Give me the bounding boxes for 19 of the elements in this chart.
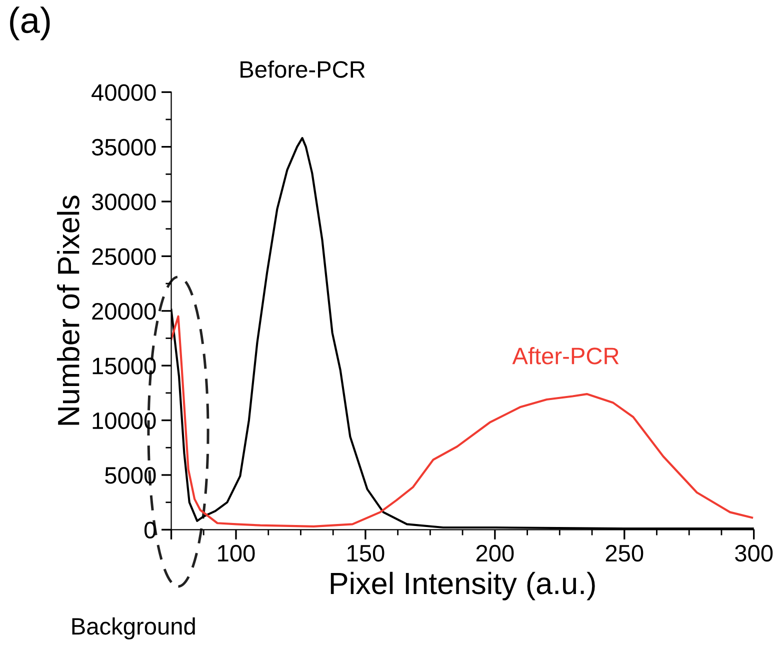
x-tick-label: 150 (348, 544, 384, 562)
y-tick-label: 15000 (92, 358, 156, 374)
y-tick-label: 40000 (92, 84, 156, 101)
text: Background (72, 617, 195, 640)
y-tick-label: 35000 (92, 138, 156, 156)
line-series (171, 315, 754, 528)
x-tick-label: 250 (606, 544, 644, 562)
y-tick-label: 25000 (92, 248, 156, 265)
text: (a) (10, 6, 50, 40)
text: Before-PCR (240, 60, 365, 78)
y-axis-title: Number of Pixels (56, 196, 80, 425)
y-tick-label: 10000 (92, 412, 156, 430)
x-tick-label: 200 (476, 544, 514, 562)
y-tick-label: 30000 (92, 194, 156, 210)
x-axis-title: Pixel Intensity (a.u.) (330, 572, 595, 600)
x-tick-label: 100 (218, 544, 255, 562)
series-label: After-PCR (512, 347, 619, 364)
x-tick-label: 300 (735, 544, 773, 562)
y-tick-label: 20000 (92, 302, 156, 320)
